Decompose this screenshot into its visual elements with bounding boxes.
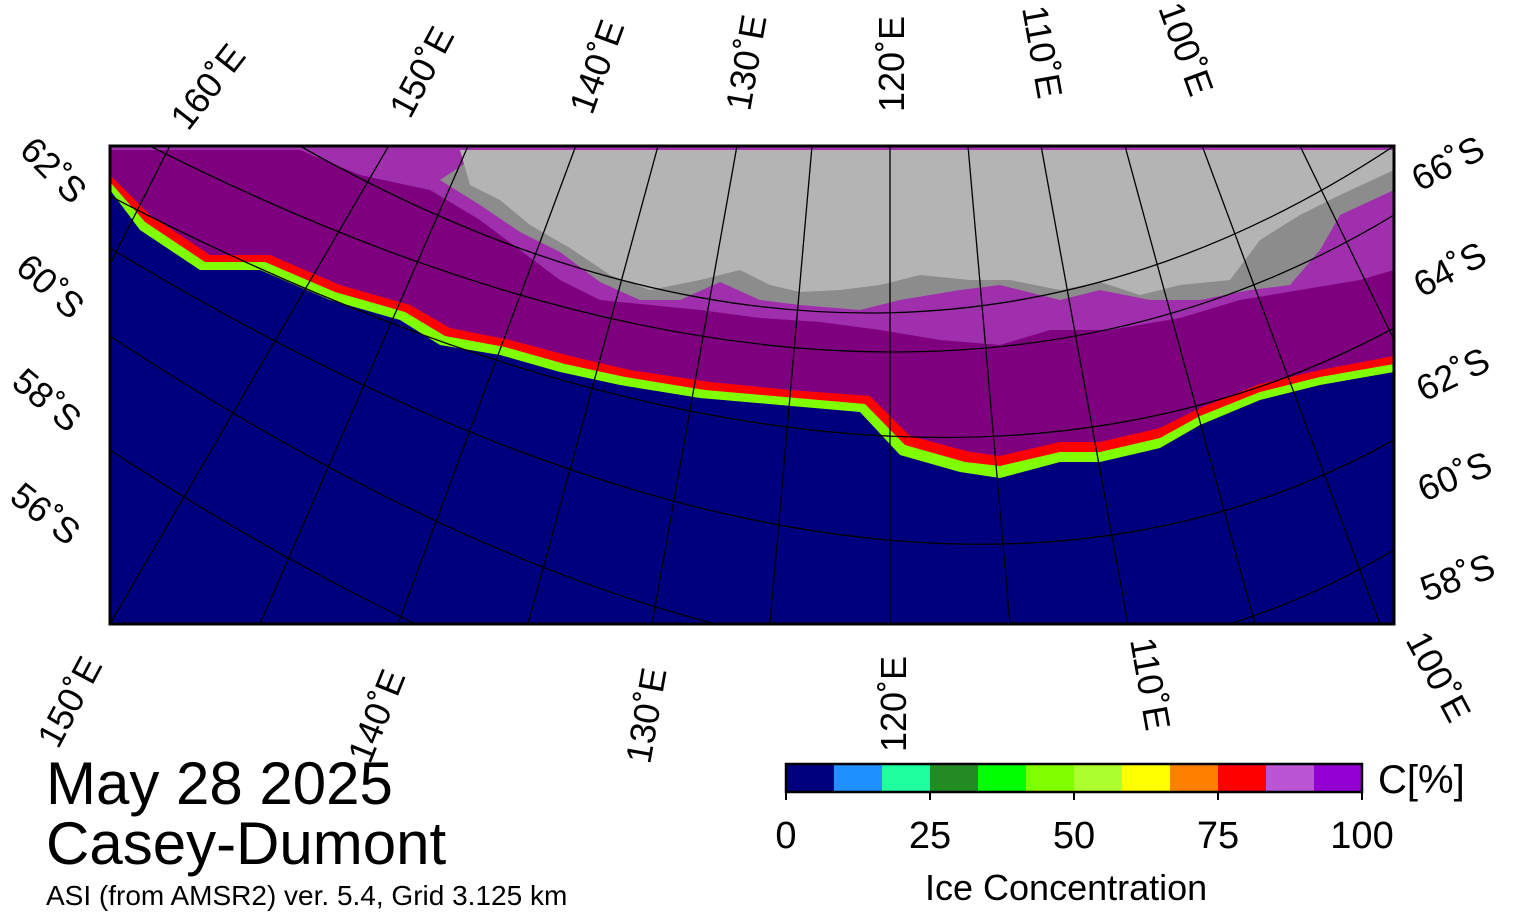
- bottom-lon-label: 130˚E: [618, 665, 675, 767]
- colorbar-unit: C[%]: [1378, 758, 1465, 802]
- colorbar-swatch: [834, 764, 883, 792]
- colorbar-tick-label: 75: [1196, 815, 1240, 857]
- bottom-lon-label: 120˚E: [873, 656, 914, 752]
- left-lat-label: 58˚S: [5, 360, 90, 440]
- meridian-160e: [110, 146, 171, 266]
- map-date: May 28 2025: [46, 750, 393, 817]
- meridian-110e: [1040, 146, 1129, 624]
- right-lat-label: 62˚S: [1410, 339, 1496, 409]
- parallel-60s: [110, 247, 1394, 545]
- parallel-58s: [110, 335, 1394, 624]
- colorbar-swatch: [1074, 764, 1123, 792]
- meridian-100e: [1201, 146, 1381, 624]
- colorbar-swatch: [1122, 764, 1171, 792]
- meridian-125e: [769, 146, 813, 624]
- right-lat-label: 66˚S: [1405, 127, 1491, 199]
- colorbar-swatch: [978, 764, 1027, 792]
- top-lon-label: 130˚E: [718, 12, 775, 114]
- map-frame: [108, 144, 1396, 626]
- colorbar-swatch: [1170, 764, 1219, 792]
- colorbar-swatch: [786, 764, 835, 792]
- colorbar-tick-label: 100: [1330, 815, 1394, 857]
- parallel-64s: [149, 146, 1394, 353]
- colorbar-title: Ice Concentration: [925, 867, 1208, 908]
- colorbar-swatch: [1266, 764, 1315, 792]
- parallel-66s: [299, 146, 1394, 314]
- top-lon-label: 150˚E: [381, 20, 462, 124]
- colorbar-tick-label: 0: [775, 815, 797, 857]
- parallel-56s: [110, 449, 418, 624]
- colorbar-swatch: [882, 764, 931, 792]
- top-lon-label: 100˚E: [1150, 0, 1221, 101]
- left-lat-label: 62˚S: [12, 129, 95, 212]
- colorbar-swatch: [930, 764, 979, 792]
- colorbar-swatch: [1026, 764, 1075, 792]
- top-lon-label: 160˚E: [162, 36, 253, 137]
- map-subtitle: ASI (from AMSR2) ver. 5.4, Grid 3.125 km: [46, 880, 568, 911]
- meridian-135e: [527, 146, 659, 624]
- colorbar-tick-label: 25: [908, 815, 952, 857]
- antarctic-land: [460, 150, 1394, 295]
- meridian-105e: [1124, 146, 1256, 624]
- meridian-150e-a: [110, 146, 390, 624]
- top-lon-label: 140˚E: [561, 14, 632, 118]
- meridian-95e: [1299, 146, 1394, 341]
- meridian-150e-b: [259, 146, 469, 624]
- top-lon-label: 110˚E: [1014, 2, 1071, 101]
- meridian-140e: [397, 146, 577, 624]
- right-lat-label: 64˚S: [1407, 233, 1493, 305]
- left-lat-label: 60˚S: [9, 245, 93, 326]
- map-region: Casey-Dumont: [46, 810, 447, 877]
- colorbar-swatch: [1314, 764, 1363, 792]
- left-lat-label: 56˚S: [3, 474, 88, 553]
- bottom-lon-label: 110˚E: [1122, 634, 1179, 733]
- top-lon-label: 120˚E: [871, 16, 912, 112]
- meridian-115e: [967, 146, 1011, 624]
- colorbar-tick-label: 50: [1052, 815, 1096, 857]
- bottom-lon-label: 100˚E: [1398, 625, 1479, 729]
- colorbar-swatch: [1218, 764, 1267, 792]
- meridian-130e: [651, 146, 738, 624]
- right-lat-label: 60˚S: [1412, 443, 1498, 510]
- bottom-lon-label: 150˚E: [29, 650, 110, 754]
- colorbar: [784, 762, 1364, 800]
- parallel-62s: [110, 195, 1394, 439]
- right-lat-label: 58˚S: [1415, 545, 1500, 610]
